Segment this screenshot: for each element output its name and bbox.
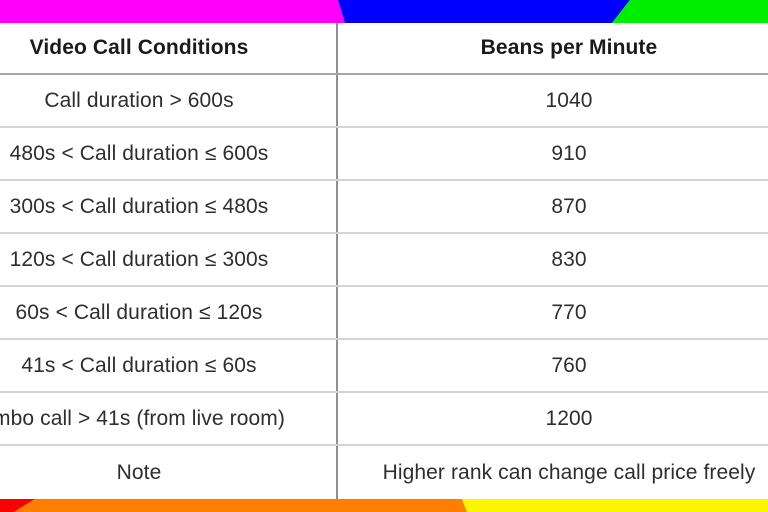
top-color-bar [0, 0, 768, 23]
condition-cell: 300s < Call duration ≤ 480s [0, 181, 338, 232]
table-row: 60s < Call duration ≤ 120s 770 [0, 287, 768, 340]
table-row: 300s < Call duration ≤ 480s 870 [0, 181, 768, 234]
table-row: mbo call > 41s (from live room) 1200 [0, 393, 768, 446]
beans-cell: 770 [551, 300, 587, 324]
beans-cell: 830 [551, 247, 587, 271]
table-note-row: Note Higher rank can change call price f… [0, 446, 768, 499]
header-cell-conditions: Video Call Conditions [0, 23, 338, 73]
top-bar-green-segment [612, 0, 768, 23]
table-row: Call duration > 600s 1040 [0, 75, 768, 128]
bottom-bar-yellow-segment [462, 499, 768, 512]
beans-cell: 1040 [545, 88, 593, 112]
condition-cell: mbo call > 41s (from live room) [0, 393, 338, 444]
table-row: 480s < Call duration ≤ 600s 910 [0, 128, 768, 181]
note-label-cell: Note [0, 446, 338, 499]
condition-cell: 41s < Call duration ≤ 60s [0, 340, 338, 391]
beans-cell: 1200 [545, 406, 593, 430]
beans-cell: 910 [551, 141, 587, 165]
beans-cell: 870 [551, 194, 587, 218]
beans-cell: 760 [551, 353, 587, 377]
condition-cell: 480s < Call duration ≤ 600s [0, 128, 338, 179]
table-row: 120s < Call duration ≤ 300s 830 [0, 234, 768, 287]
top-bar-blue-segment [338, 0, 630, 23]
table-header-row: Video Call Conditions Beans per Minute [0, 23, 768, 75]
bottom-bar-orange-segment [14, 499, 467, 512]
bottom-color-bar [0, 499, 768, 512]
header-cell-beans: Beans per Minute [480, 36, 658, 59]
condition-cell: 60s < Call duration ≤ 120s [0, 287, 338, 338]
video-call-price-table: Video Call Conditions Beans per Minute C… [0, 23, 768, 499]
condition-cell: Call duration > 600s [0, 75, 338, 126]
table-row: 41s < Call duration ≤ 60s 760 [0, 340, 768, 393]
condition-cell: 120s < Call duration ≤ 300s [0, 234, 338, 285]
note-text-cell: Higher rank can change call price freely [382, 460, 756, 484]
top-bar-magenta-segment [0, 0, 345, 23]
